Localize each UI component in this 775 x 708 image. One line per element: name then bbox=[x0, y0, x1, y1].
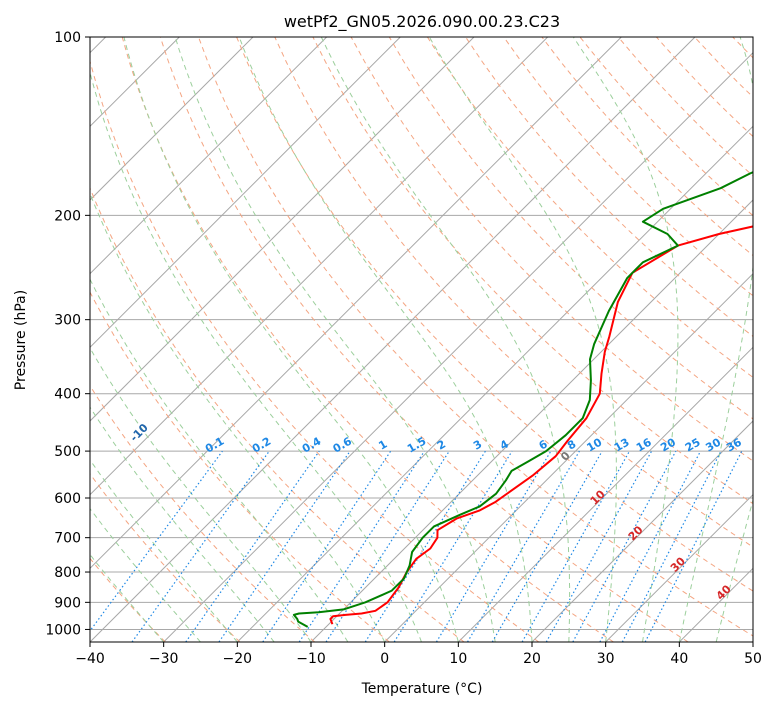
dry-adiabat-line bbox=[90, 186, 465, 642]
dry-adiabat-line bbox=[236, 37, 753, 592]
dry-adiabat-line bbox=[388, 37, 753, 420]
moist-adiabat-line bbox=[174, 37, 496, 642]
dry-adiabat-line bbox=[350, 37, 753, 462]
moist-adiabat-line bbox=[572, 37, 679, 642]
isotherm-line bbox=[531, 420, 753, 642]
dewpoint-line bbox=[292, 171, 753, 628]
mixing-ratio-line bbox=[393, 450, 513, 642]
moist-adiabat-line bbox=[90, 70, 422, 642]
moist-adiabats bbox=[90, 37, 753, 642]
mixing-ratio-line bbox=[218, 450, 351, 642]
moist-adiabat-line bbox=[90, 278, 349, 642]
isotherm-line bbox=[90, 37, 475, 422]
x-tick-label: −30 bbox=[149, 651, 179, 667]
mixing-ratio-line bbox=[185, 450, 320, 642]
dry-adiabat-line bbox=[198, 37, 753, 637]
y-axis: 100 200 300 400 500 600 700 800 900 1000 bbox=[45, 30, 90, 638]
y-tick-label: 100 bbox=[54, 30, 81, 46]
moist-adiabat-line bbox=[90, 406, 275, 642]
x-tick-label: 0 bbox=[380, 651, 389, 667]
isotherm-line bbox=[457, 346, 753, 642]
x-tick-label: −10 bbox=[296, 651, 326, 667]
isotherm-line bbox=[605, 493, 753, 642]
moist-adiabat-line bbox=[123, 37, 459, 642]
y-tick-label: 1000 bbox=[45, 622, 81, 638]
mixing-ratio-line bbox=[325, 450, 450, 642]
moist-adiabat-line bbox=[90, 459, 238, 642]
mixing-ratio-line bbox=[364, 450, 486, 642]
moist-adiabat-line bbox=[428, 37, 617, 642]
y-tick-label: 200 bbox=[54, 208, 81, 224]
dry-adiabat-line bbox=[159, 37, 689, 642]
mixing-ratio-line bbox=[545, 450, 653, 642]
x-tick-label: 10 bbox=[449, 651, 467, 667]
x-tick-label: 40 bbox=[670, 651, 688, 667]
moist-adiabat-line bbox=[90, 507, 201, 642]
x-tick-label: 20 bbox=[523, 651, 541, 667]
isotherm-line bbox=[310, 199, 753, 642]
x-tick-label: −20 bbox=[223, 651, 253, 667]
x-axis: −40 −30 −20 −10 0 10 20 30 40 50 bbox=[75, 642, 762, 667]
x-tick-label: 50 bbox=[744, 651, 762, 667]
y-tick-label: 700 bbox=[54, 531, 81, 547]
dry-adiabat-line bbox=[465, 37, 753, 338]
isotherm-grid bbox=[90, 37, 753, 642]
plot-area: -100-90-80-70-60-50-40-30-20-100.10.20.4… bbox=[90, 37, 753, 642]
isotherm-line bbox=[384, 272, 753, 642]
y-tick-label: 600 bbox=[54, 491, 81, 507]
x-tick-label: 30 bbox=[597, 651, 615, 667]
moist-adiabat-line bbox=[238, 37, 533, 642]
chart-title: wetPf2_GN05.2026.090.00.23.C23 bbox=[284, 12, 560, 32]
isotherm-line bbox=[90, 37, 549, 496]
dry-adiabat-line bbox=[503, 37, 753, 297]
isotherm-line bbox=[90, 37, 401, 349]
isotherm-line bbox=[163, 51, 753, 642]
y-tick-label: 300 bbox=[54, 313, 81, 329]
y-tick-label: 500 bbox=[54, 444, 81, 460]
temperature-line bbox=[329, 225, 753, 625]
dry-adiabat-line bbox=[90, 384, 316, 642]
profile-series bbox=[292, 171, 753, 628]
dry-adiabat-line bbox=[121, 37, 614, 642]
dry-adiabat-line bbox=[90, 291, 390, 642]
x-axis-label: Temperature (°C) bbox=[361, 681, 483, 697]
y-axis-label: Pressure (hPa) bbox=[13, 290, 29, 390]
mixing-ratio-line bbox=[572, 450, 677, 642]
moist-adiabat-line bbox=[320, 37, 571, 642]
y-tick-label: 800 bbox=[54, 565, 81, 581]
isotherm-line bbox=[90, 37, 328, 275]
moist-adiabat-line bbox=[90, 347, 312, 642]
mixing-ratio-line bbox=[521, 450, 631, 642]
isotherm-line bbox=[90, 37, 622, 570]
moist-adiabat-line bbox=[90, 553, 165, 642]
x-tick-label: −40 bbox=[75, 651, 105, 667]
mixing-ratio-line bbox=[435, 450, 552, 642]
dry-adiabat-line bbox=[90, 59, 540, 642]
moist-adiabat-line bbox=[90, 192, 386, 642]
plot-frame bbox=[89, 36, 754, 643]
mixing-ratio-line bbox=[466, 450, 580, 642]
isotherm-line bbox=[236, 125, 753, 642]
dry-adiabat-line bbox=[312, 37, 753, 505]
dry-adiabat-line bbox=[90, 557, 166, 642]
y-tick-label: 400 bbox=[54, 387, 81, 403]
y-tick-label: 900 bbox=[54, 595, 81, 611]
dry-adiabat-line bbox=[90, 472, 241, 642]
mixing-ratio-line bbox=[491, 450, 603, 642]
mixing-ratio-lines bbox=[90, 450, 743, 642]
isotherm-line bbox=[90, 37, 254, 201]
